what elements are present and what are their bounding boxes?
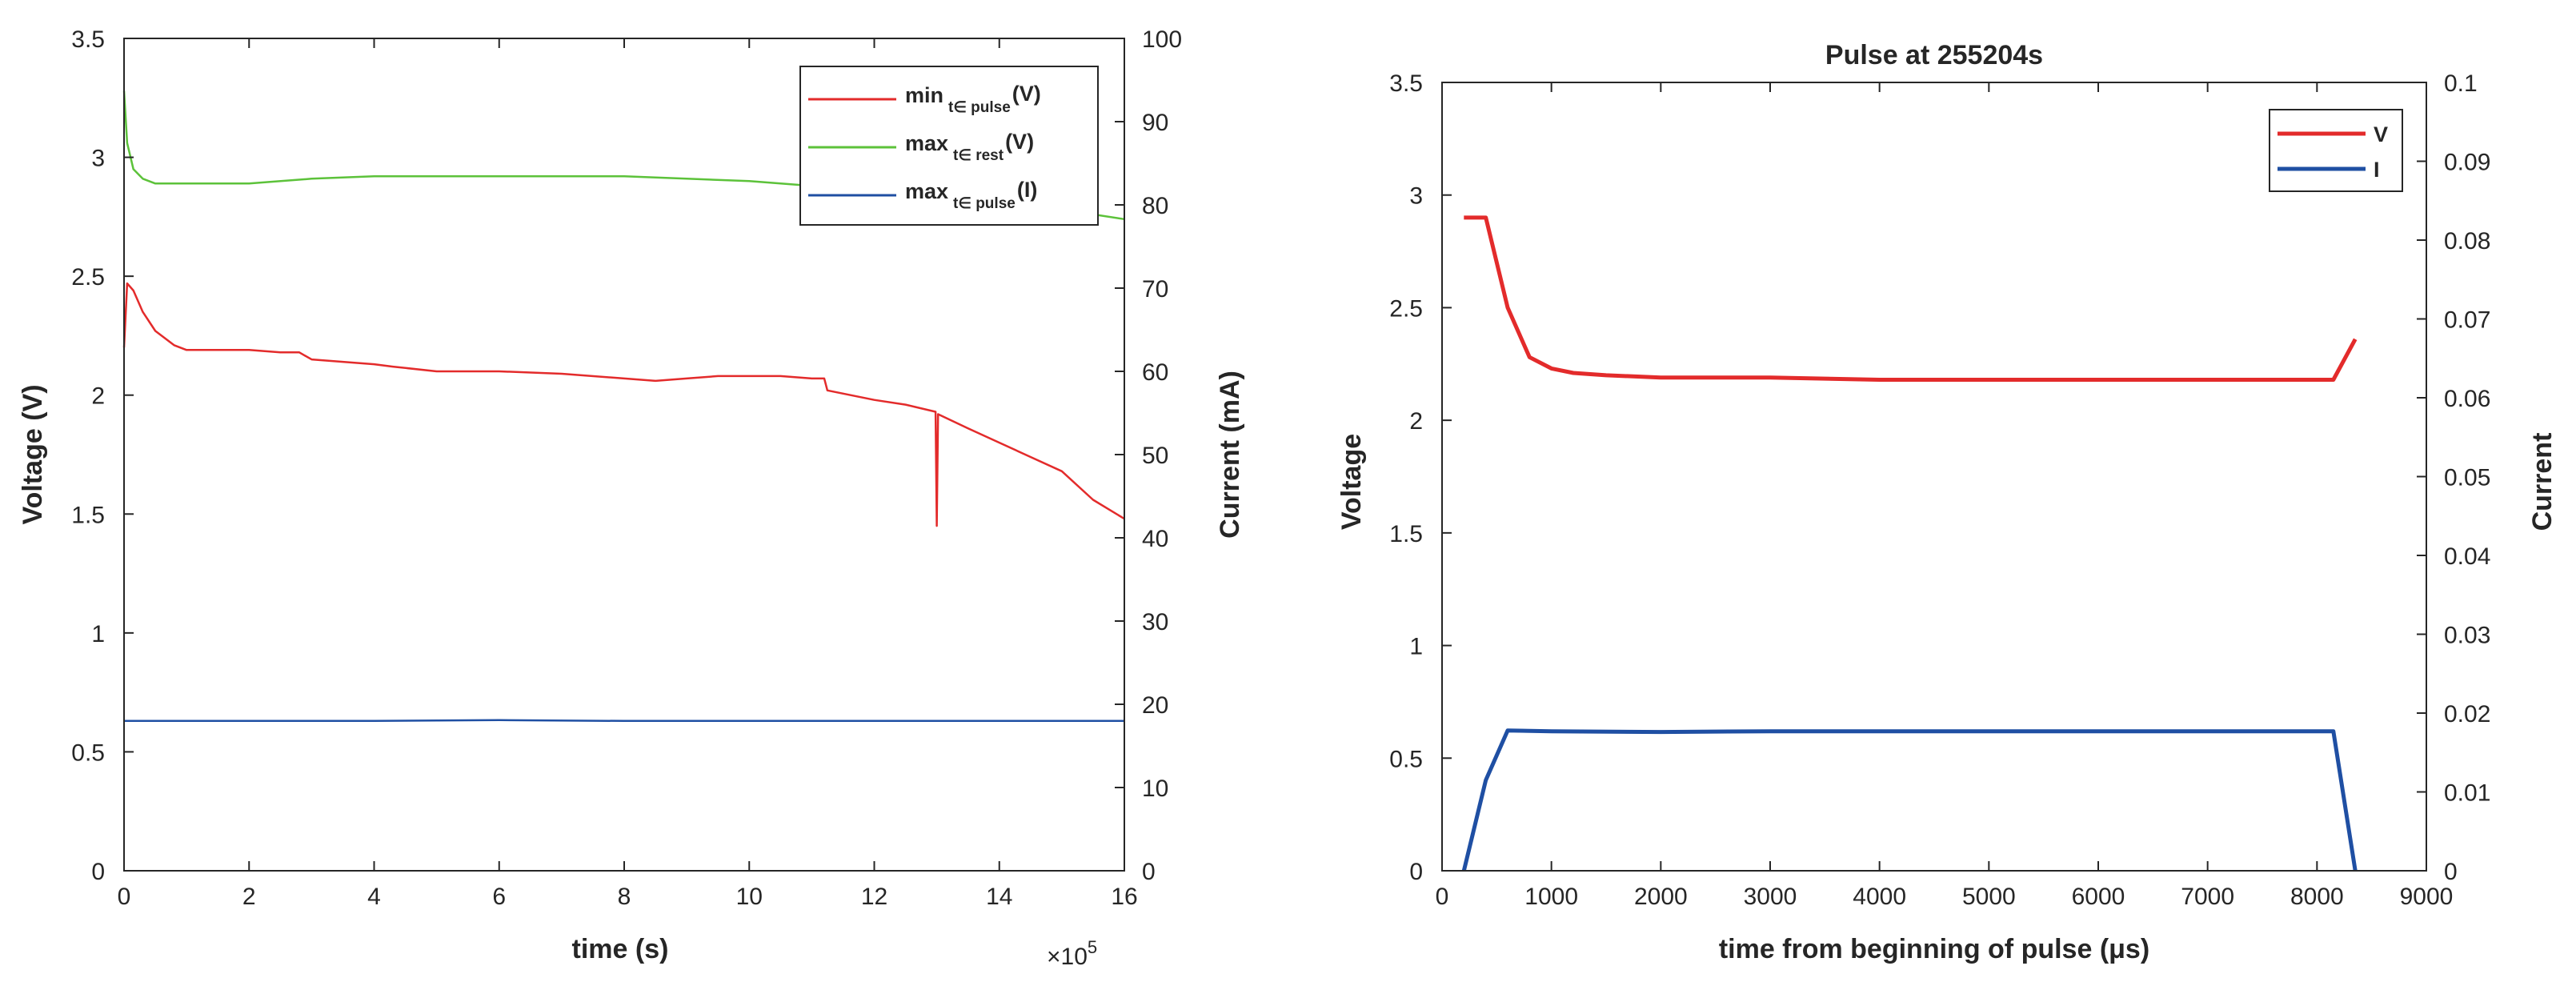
right-tick-group: 0 1000 2000 3000 4000 5000 6000 7000 8000 900000.… — [1389, 70, 2490, 910]
right-y-tick-label: 2.5 — [1389, 295, 1423, 322]
legend-entry-tail: (V) — [1012, 82, 1041, 106]
left-x-tick-label: 0 — [118, 884, 131, 910]
right-y2-tick-label: 0.05 — [2444, 465, 2490, 491]
left-y-tick-label: 0 — [91, 859, 105, 885]
legend-entry-sub: t∈ rest — [953, 147, 1004, 164]
legend-entry-main: min — [905, 83, 943, 107]
legend-entry-max-pulse-i: max t∈ pulse(I) — [905, 178, 1037, 212]
right-y2-tick-label: 0.02 — [2444, 701, 2490, 727]
left-x-tick-label: 16 — [1111, 884, 1137, 910]
left-tick-group: 0 2 4 6 8 10 12 14 1600.511.522.533.501020304050… — [71, 26, 1182, 910]
left-x-tick-label: 10 — [736, 884, 763, 910]
left-y2-tick-label: 80 — [1142, 193, 1168, 219]
legend-entry-sub: t∈ pulse — [953, 195, 1016, 212]
right-y-tick-label: 3 — [1409, 183, 1423, 210]
right-y2-tick-label: 0.08 — [2444, 228, 2490, 255]
left-y-tick-label: 1.5 — [71, 502, 105, 528]
right-legend-box — [2269, 109, 2403, 192]
left-x-tick-label: 2 — [242, 884, 256, 910]
right-y-tick-label: 1.5 — [1389, 521, 1423, 547]
left-y-tick-label: 2.5 — [71, 264, 105, 291]
left-x-tick-label: 6 — [492, 884, 506, 910]
right-x-tick-label: 3000 — [1744, 884, 1797, 910]
right-chart-title: Pulse at 255204s — [1825, 40, 2043, 70]
x-exponent-base: ×10 — [1047, 944, 1088, 970]
legend-entry-sub: t∈ pulse — [948, 99, 1011, 116]
left-y2-tick-label: 70 — [1142, 276, 1168, 303]
left-y-axis-label: Voltage (V) — [18, 384, 48, 524]
legend-entry-tail: (V) — [1005, 130, 1034, 154]
right-chart: 0 1000 2000 3000 4000 5000 6000 7000 8000 900000.… — [1336, 40, 2558, 964]
left-y2-tick-label: 0 — [1142, 859, 1156, 885]
left-y-tick-label: 0.5 — [71, 739, 105, 766]
left-y-tick-label: 1 — [91, 621, 105, 647]
right-y2-tick-label: 0.04 — [2444, 543, 2490, 570]
right-x-tick-label: 9000 — [2400, 884, 2454, 910]
left-y2-tick-label: 10 — [1142, 776, 1168, 802]
right-x-tick-label: 0 — [1436, 884, 1449, 910]
legend-entry-main: max — [905, 131, 948, 155]
right-legend: V I — [2269, 109, 2403, 192]
right-y-tick-label: 0.5 — [1389, 746, 1423, 772]
left-x-tick-label: 14 — [986, 884, 1012, 910]
right-y2-axis-label: Current — [2527, 433, 2558, 531]
left-y-tick-label: 3.5 — [71, 26, 105, 53]
left-y-tick-label: 2 — [91, 383, 105, 410]
right-x-tick-label: 2000 — [1634, 884, 1688, 910]
left-chart: 0 2 4 6 8 10 12 14 1600.511.522.533.501020304050… — [18, 26, 1245, 970]
right-x-tick-label: 8000 — [2290, 884, 2344, 910]
left-y2-tick-label: 50 — [1142, 443, 1168, 469]
right-series-group — [1461, 215, 2358, 872]
left-y2-axis-label: Current (mA) — [1215, 371, 1245, 539]
right-y2-tick-label: 0.07 — [2444, 307, 2490, 334]
right-x-tick-label: 1000 — [1524, 884, 1578, 910]
right-y2-tick-label: 0.01 — [2444, 780, 2490, 807]
left-y2-tick-label: 30 — [1142, 609, 1168, 635]
right-y2-tick-label: 0.09 — [2444, 150, 2490, 176]
right-y2-tick-label: 0 — [2444, 859, 2458, 885]
right-x-tick-label: 6000 — [2072, 884, 2125, 910]
left-x-tick-label: 8 — [618, 884, 631, 910]
right-y-axis-label: Voltage — [1336, 434, 1367, 530]
right-x-axis-label: time from beginning of pulse (μs) — [1719, 934, 2149, 964]
right-y-tick-label: 3.5 — [1389, 70, 1423, 97]
left-y2-tick-label: 60 — [1142, 359, 1168, 386]
left-y2-tick-label: 20 — [1142, 692, 1168, 719]
right-y2-tick-label: 0.06 — [2444, 386, 2490, 412]
right-y2-tick-label: 0.1 — [2444, 70, 2478, 97]
right-x-tick-label: 5000 — [1962, 884, 2016, 910]
right-y-tick-label: 2 — [1409, 408, 1423, 435]
left-y-tick-label: 3 — [91, 146, 105, 172]
left-legend: mint∈ pulse(V) maxt∈ rest(V) maxt∈ pulse… — [799, 66, 1099, 226]
right-plot-frame — [1441, 82, 2427, 872]
x-exponent-label: ×105 — [1047, 937, 1097, 970]
left-y2-tick-label: 40 — [1142, 526, 1168, 552]
legend-entry-tail: (I) — [1017, 178, 1037, 202]
right-y-tick-label: 1 — [1409, 634, 1423, 660]
legend-entry-max-rest-v: max t∈ rest(V) — [905, 130, 1034, 164]
left-y2-tick-label: 90 — [1142, 110, 1168, 136]
right-series-blue-line — [1461, 728, 2358, 872]
x-exponent-power: 5 — [1088, 937, 1097, 957]
legend-label-i: I — [2374, 158, 2380, 182]
right-x-tick-label: 7000 — [2181, 884, 2234, 910]
right-series-red-line — [1464, 215, 2358, 382]
right-y2-tick-label: 0.03 — [2444, 623, 2490, 649]
left-series-blue-line — [124, 719, 1124, 723]
legend-entry-main: max — [905, 179, 948, 203]
right-x-tick-label: 4000 — [1853, 884, 1906, 910]
left-series-red-line — [122, 282, 1125, 527]
left-legend-box — [799, 66, 1099, 226]
left-x-tick-label: 12 — [861, 884, 887, 910]
left-y2-tick-label: 100 — [1142, 26, 1182, 53]
legend-label-v: V — [2374, 122, 2388, 146]
right-y-tick-label: 0 — [1409, 859, 1423, 885]
left-x-axis-label: time (s) — [572, 934, 669, 964]
left-x-tick-label: 4 — [367, 884, 381, 910]
legend-entry-min-pulse-v: min t∈ pulse(V) — [905, 82, 1041, 116]
